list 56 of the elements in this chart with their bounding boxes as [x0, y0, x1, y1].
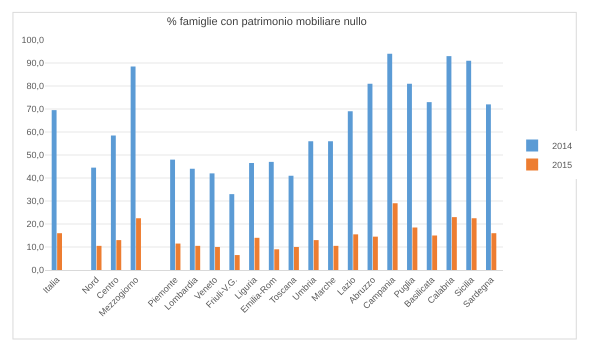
- bar: [234, 255, 240, 270]
- bar: [96, 246, 102, 270]
- bar: [387, 54, 392, 270]
- bar: [328, 141, 333, 270]
- bar: [229, 194, 234, 270]
- bar: [215, 247, 220, 270]
- y-tick-label: 60,0: [26, 127, 44, 138]
- bar: [294, 247, 299, 270]
- bar: [110, 135, 116, 270]
- bar: [372, 236, 378, 270]
- y-tick-label: 20,0: [26, 219, 44, 230]
- bar: [407, 84, 412, 270]
- bar: [334, 246, 338, 270]
- y-tick-label: 40,0: [26, 173, 44, 184]
- bar: [472, 218, 477, 270]
- bar: [136, 218, 141, 270]
- y-tick-label: 100,0: [21, 35, 44, 46]
- legend-label: 2014: [552, 141, 572, 152]
- bar: [268, 162, 274, 270]
- bar: [491, 233, 496, 270]
- y-tick-label: 0,0: [31, 265, 44, 276]
- bar: [116, 240, 122, 270]
- bar: [353, 234, 358, 270]
- bar: [392, 203, 398, 270]
- y-tick-label: 10,0: [26, 242, 44, 252]
- bar: [274, 249, 280, 270]
- bar: [426, 102, 432, 270]
- bar: [210, 173, 214, 270]
- bar: [308, 141, 314, 270]
- y-tick-label: 50,0: [26, 150, 44, 160]
- bar: [91, 168, 96, 270]
- bar: [130, 66, 136, 270]
- y-tick-label: 80,0: [26, 81, 44, 92]
- bar: [57, 233, 62, 270]
- bar: [314, 240, 319, 270]
- bar: [412, 227, 418, 270]
- bar: [486, 104, 491, 270]
- bar: [195, 246, 200, 270]
- bar: [190, 168, 195, 270]
- bar: [348, 111, 353, 270]
- bar: [466, 60, 472, 270]
- bar: [170, 160, 176, 270]
- bar: [176, 244, 180, 270]
- bar: [288, 176, 294, 270]
- bar: [432, 236, 438, 270]
- chart-title: % famiglie con patrimonio mobiliare nullo: [166, 16, 367, 28]
- y-tick-label: 90,0: [26, 58, 44, 68]
- bar: [368, 84, 372, 270]
- bar: [52, 110, 57, 270]
- bar: [446, 56, 452, 270]
- y-tick-label: 70,0: [26, 104, 44, 114]
- legend-label: 2015: [552, 160, 572, 170]
- bar: [254, 238, 260, 270]
- bar: [452, 217, 457, 270]
- y-tick-label: 30,0: [26, 196, 44, 206]
- bar: [249, 163, 254, 270]
